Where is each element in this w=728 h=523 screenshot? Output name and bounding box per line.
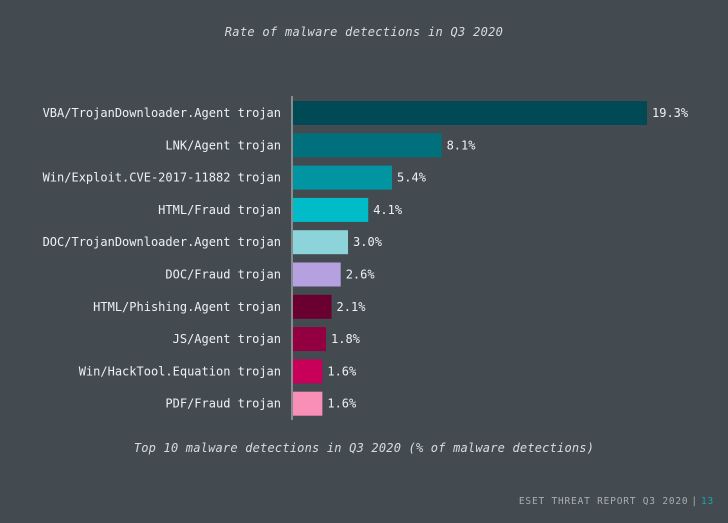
- category-label: HTML/Fraud trojan: [158, 203, 281, 217]
- category-label: Win/Exploit.CVE-2017-11882 trojan: [43, 171, 281, 185]
- value-label: 2.1%: [337, 300, 367, 314]
- category-label: LNK/Agent trojan: [165, 138, 281, 152]
- value-label: 5.4%: [397, 171, 427, 185]
- bar: [293, 294, 332, 319]
- chart-title: Rate of malware detections in Q3 2020: [224, 25, 504, 39]
- value-label: 1.8%: [331, 332, 361, 346]
- bar: [293, 327, 327, 352]
- bar: [293, 133, 442, 158]
- bar: [293, 101, 647, 125]
- bar: [293, 359, 323, 384]
- value-label: 8.1%: [447, 138, 477, 152]
- category-label: PDF/Fraud trojan: [165, 397, 281, 411]
- bar: [293, 262, 341, 287]
- category-label: JS/Agent trojan: [173, 332, 281, 346]
- value-label: 1.6%: [327, 397, 357, 411]
- footer-report-title: ESET THREAT REPORT Q3 2020: [518, 496, 689, 507]
- value-label: 3.0%: [353, 235, 383, 249]
- category-label: Win/HackTool.Equation trojan: [79, 364, 281, 378]
- value-label: 4.1%: [373, 203, 403, 217]
- category-label: DOC/TrojanDownloader.Agent trojan: [43, 235, 281, 249]
- bar: [293, 165, 393, 190]
- bars-layer: VBA/TrojanDownloader.Agent trojan 19.3% LN…: [43, 96, 689, 420]
- bar: [293, 197, 369, 222]
- value-label: 2.6%: [346, 268, 376, 282]
- category-label: VBA/TrojanDownloader.Agent trojan: [43, 106, 281, 120]
- value-label: 1.6%: [327, 364, 357, 378]
- category-label: HTML/Phishing.Agent trojan: [93, 300, 281, 314]
- footer-separator: |: [691, 496, 698, 507]
- bar: [293, 230, 349, 255]
- report-footer: ESET THREAT REPORT Q3 2020 | 13: [519, 496, 714, 507]
- value-label: 19.3%: [652, 106, 689, 120]
- page-number: 13: [700, 496, 714, 507]
- category-label: DOC/Fraud trojan: [165, 268, 281, 282]
- bar: [293, 391, 323, 416]
- chart-caption: Top 10 malware detections in Q3 2020 (% …: [133, 441, 595, 455]
